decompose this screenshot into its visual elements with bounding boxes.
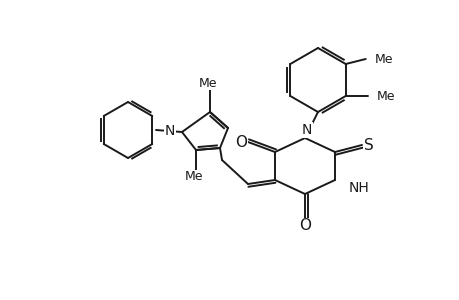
Text: Me: Me (198, 76, 217, 89)
Text: Me: Me (185, 170, 203, 184)
Text: N: N (301, 123, 312, 137)
Text: O: O (298, 218, 310, 233)
Text: Me: Me (374, 52, 392, 65)
Text: Me: Me (376, 89, 394, 103)
Text: N: N (164, 124, 174, 138)
Text: O: O (235, 134, 246, 149)
Text: NH: NH (348, 181, 369, 195)
Text: S: S (364, 137, 373, 152)
